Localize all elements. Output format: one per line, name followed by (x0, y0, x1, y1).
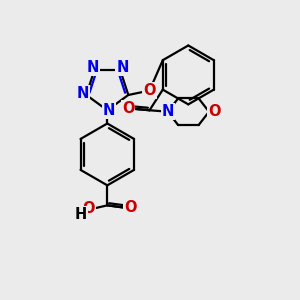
Text: N: N (162, 104, 174, 119)
Text: N: N (116, 60, 129, 75)
Text: N: N (103, 103, 115, 118)
Text: H: H (75, 207, 87, 222)
Text: O: O (124, 200, 136, 215)
Text: O: O (82, 201, 95, 216)
Text: N: N (76, 86, 89, 101)
Text: O: O (208, 104, 220, 119)
Text: O: O (122, 101, 134, 116)
Text: O: O (143, 83, 156, 98)
Text: N: N (87, 60, 99, 75)
